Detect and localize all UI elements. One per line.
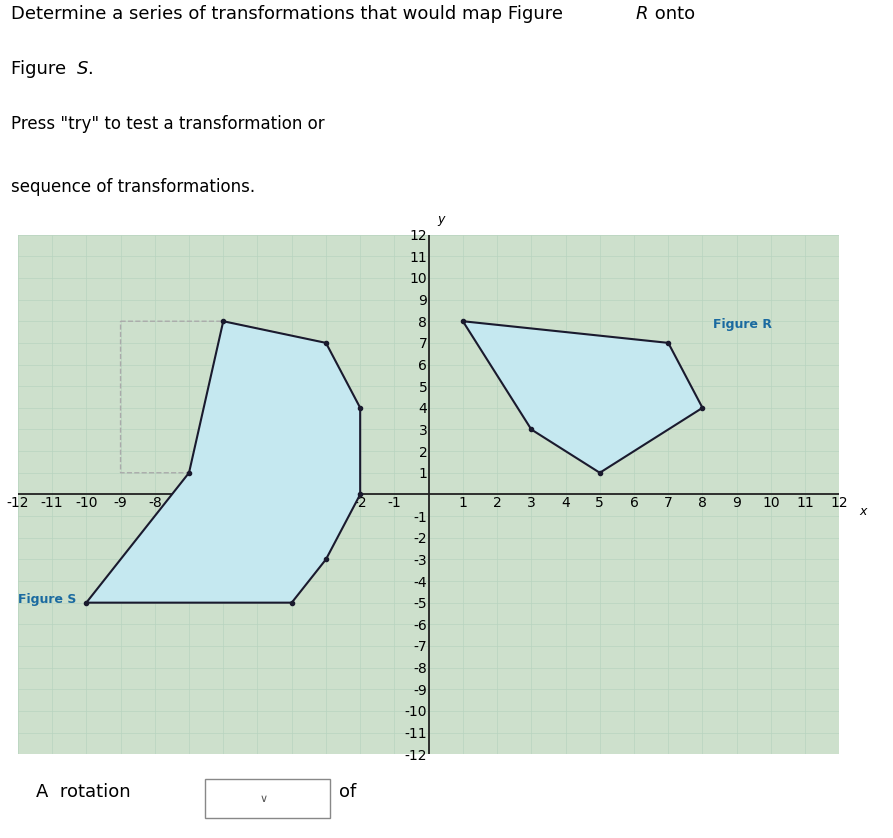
- Text: y: y: [438, 213, 445, 226]
- Polygon shape: [463, 321, 703, 473]
- Text: ∨: ∨: [259, 794, 268, 804]
- Text: A  rotation: A rotation: [36, 783, 130, 801]
- Text: Determine a series of transformations that would map Figure: Determine a series of transformations th…: [11, 5, 569, 23]
- Polygon shape: [87, 321, 360, 603]
- Text: of: of: [339, 783, 356, 801]
- Text: Figure R: Figure R: [713, 318, 772, 331]
- Text: x: x: [860, 505, 867, 518]
- Text: S: S: [77, 60, 88, 78]
- Text: onto: onto: [649, 5, 696, 23]
- Text: Figure: Figure: [11, 60, 71, 78]
- Text: sequence of transformations.: sequence of transformations.: [11, 178, 255, 196]
- Text: Press "try" to test a transformation or: Press "try" to test a transformation or: [11, 115, 324, 133]
- Text: .: .: [88, 60, 93, 78]
- Text: Figure S: Figure S: [18, 592, 76, 606]
- Text: R: R: [636, 5, 648, 23]
- FancyBboxPatch shape: [205, 779, 330, 818]
